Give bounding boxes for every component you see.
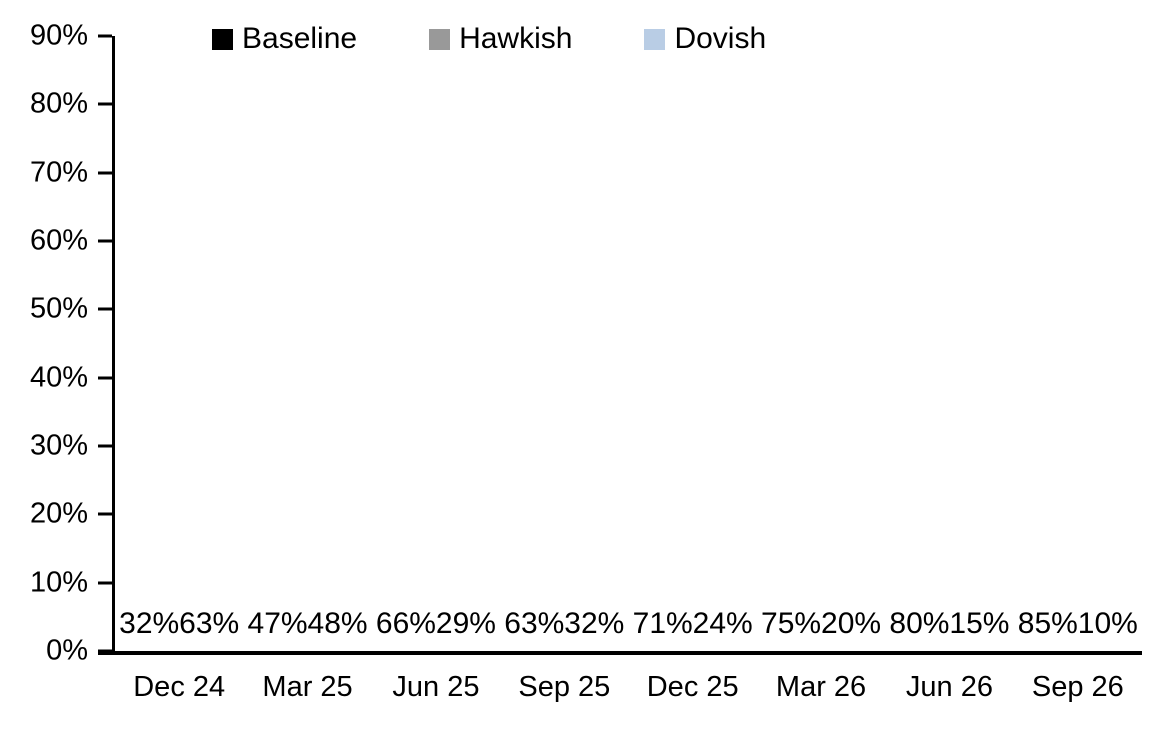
y-tick-mark: [98, 376, 112, 380]
x-axis-category-label: Mar 25: [262, 671, 353, 703]
legend-label-hawkish: Hawkish: [459, 22, 573, 55]
baseline-data-label: 32%: [119, 607, 180, 640]
bar-groups: 32% 63% Dec 24 47% 48% Mar 25 66% 29% Jun 25 63% 3…: [115, 36, 1142, 702]
dovish-data-label: 32%: [564, 607, 625, 640]
bar-group: 47% 48% Mar 25: [243, 36, 371, 702]
legend: Baseline Hawkish Dovish: [212, 24, 766, 54]
legend-label-baseline: Baseline: [242, 22, 358, 55]
baseline-data-label: 66%: [375, 607, 436, 640]
bar-group: 85% 10% Sep 26: [1014, 36, 1142, 702]
baseline-data-label: 63%: [504, 607, 565, 640]
dovish-data-label: 63%: [179, 607, 240, 640]
y-tick-label: 20%: [29, 497, 88, 530]
x-axis-category-label: Jun 25: [392, 671, 480, 703]
y-tick-label: 30%: [29, 429, 88, 462]
y-axis-tick-labels: 0% 10% 20% 30% 40% 50% 60% 70% 80% 90%: [0, 21, 88, 665]
y-tick-mark: [98, 34, 112, 38]
dovish-data-label: 29%: [435, 607, 496, 640]
baseline-data-label: 71%: [632, 607, 693, 640]
y-tick-mark: [98, 444, 112, 448]
bar-group: 32% 63% Dec 24: [115, 36, 243, 702]
y-tick-mark: [98, 581, 112, 585]
y-tick-label: 90%: [29, 19, 88, 52]
x-axis-category-label: Sep 26: [1031, 671, 1124, 703]
x-axis-line: [98, 651, 1142, 655]
x-axis-category-label: Jun 26: [905, 671, 993, 703]
y-tick-mark: [98, 102, 112, 106]
y-tick-label: 0%: [46, 634, 88, 667]
x-axis-category-label: Mar 26: [775, 671, 867, 703]
y-tick-mark: [98, 307, 112, 311]
baseline-data-label: 85%: [1017, 607, 1078, 640]
x-axis-category-label: Dec 25: [646, 671, 739, 703]
legend-item-hawkish: Hawkish: [429, 24, 572, 54]
baseline-data-label: 80%: [889, 607, 950, 640]
baseline-data-label: 47%: [247, 607, 308, 640]
y-tick-mark: [98, 171, 112, 175]
dovish-data-label: 15%: [949, 607, 1010, 640]
y-tick-mark: [98, 649, 112, 653]
dovish-data-label: 48%: [307, 607, 368, 640]
hawkish-swatch-icon: [429, 28, 451, 50]
dovish-data-label: 24%: [692, 607, 753, 640]
y-tick-mark: [98, 239, 112, 243]
dovish-swatch-icon: [644, 28, 666, 50]
y-tick-label: 80%: [29, 87, 88, 120]
baseline-swatch-icon: [212, 28, 233, 50]
y-tick-label: 60%: [29, 224, 88, 257]
bar-group: 71% 24% Dec 25: [629, 36, 757, 702]
bar-group: 66% 29% Jun 25: [372, 36, 500, 702]
y-tick-label: 10%: [29, 566, 88, 599]
bar-group: 80% 15% Jun 26: [885, 36, 1013, 702]
legend-label-dovish: Dovish: [674, 22, 767, 55]
legend-item-dovish: Dovish: [644, 24, 766, 54]
baseline-data-label: 75%: [761, 607, 822, 640]
y-tick-label: 50%: [29, 292, 88, 325]
bar-group: 75% 20% Mar 26: [757, 36, 885, 702]
legend-item-baseline: Baseline: [212, 24, 357, 54]
y-tick-label: 40%: [29, 361, 88, 394]
x-axis-category-label: Sep 25: [518, 671, 611, 703]
y-tick-label: 70%: [29, 156, 88, 189]
y-tick-mark: [98, 512, 112, 516]
bar-group: 63% 32% Sep 25: [500, 36, 628, 702]
dovish-data-label: 10%: [1077, 607, 1138, 640]
dovish-data-label: 20%: [821, 607, 882, 640]
plot-area: 32% 63% Dec 24 47% 48% Mar 25 66% 29% Jun 25 63% 3…: [98, 34, 1142, 702]
x-axis-category-label: Dec 24: [133, 671, 226, 703]
